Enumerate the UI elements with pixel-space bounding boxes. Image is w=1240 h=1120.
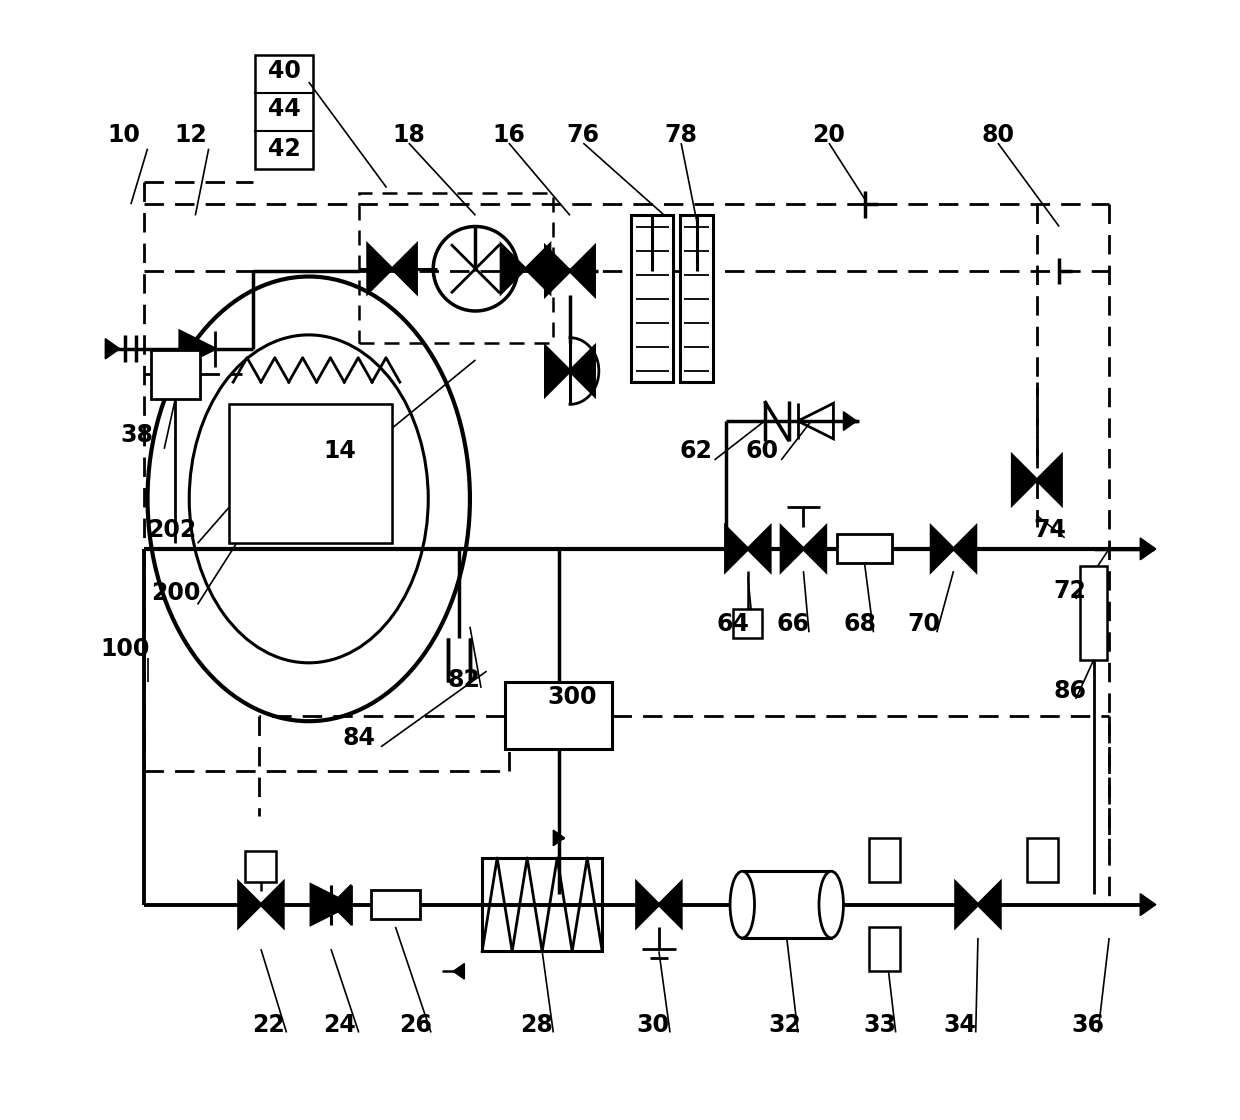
Bar: [151, 349, 200, 399]
Bar: [246, 851, 277, 883]
Text: 76: 76: [567, 123, 600, 148]
Bar: [255, 55, 314, 169]
Bar: [733, 609, 763, 637]
Text: 84: 84: [342, 726, 376, 750]
Polygon shape: [804, 526, 826, 571]
Polygon shape: [1012, 456, 1037, 504]
Text: 62: 62: [680, 439, 712, 463]
Text: 33: 33: [863, 1012, 897, 1037]
Ellipse shape: [818, 871, 843, 937]
Polygon shape: [454, 963, 464, 979]
Polygon shape: [546, 246, 570, 296]
Polygon shape: [1037, 456, 1061, 504]
Polygon shape: [238, 883, 260, 927]
Polygon shape: [501, 244, 526, 293]
Text: 36: 36: [1071, 1012, 1105, 1037]
Text: 82: 82: [448, 668, 481, 692]
Bar: [358, 193, 553, 343]
Polygon shape: [546, 346, 570, 395]
Text: 44: 44: [268, 96, 300, 121]
Polygon shape: [570, 346, 594, 395]
Text: 64: 64: [717, 613, 750, 636]
Text: 66: 66: [777, 613, 810, 636]
Text: 68: 68: [843, 613, 877, 636]
Polygon shape: [1141, 538, 1156, 560]
Text: 20: 20: [812, 123, 846, 148]
Bar: [371, 890, 420, 920]
Polygon shape: [931, 526, 954, 571]
Text: 16: 16: [492, 123, 526, 148]
Polygon shape: [954, 526, 976, 571]
Bar: [631, 215, 673, 382]
Text: 60: 60: [745, 439, 779, 463]
Polygon shape: [843, 412, 857, 430]
Text: 40: 40: [268, 59, 301, 83]
Bar: [743, 871, 831, 937]
Text: 200: 200: [150, 581, 200, 605]
Polygon shape: [311, 885, 351, 925]
Polygon shape: [636, 883, 658, 927]
Polygon shape: [553, 830, 564, 846]
Bar: [482, 858, 603, 951]
Bar: [680, 215, 713, 382]
Polygon shape: [331, 885, 351, 925]
Text: 202: 202: [148, 517, 197, 542]
Text: 38: 38: [120, 423, 153, 448]
Text: 86: 86: [1054, 679, 1086, 703]
Polygon shape: [105, 338, 120, 358]
Text: 30: 30: [637, 1012, 670, 1037]
Polygon shape: [260, 883, 283, 927]
Text: 78: 78: [665, 123, 698, 148]
Text: 18: 18: [392, 123, 425, 148]
Text: 24: 24: [324, 1012, 356, 1037]
Text: 72: 72: [1054, 579, 1086, 604]
Bar: [869, 838, 900, 883]
Text: 32: 32: [768, 1012, 801, 1037]
Text: 22: 22: [252, 1012, 285, 1037]
Text: 42: 42: [268, 137, 300, 160]
Text: 74: 74: [1034, 517, 1066, 542]
Bar: [228, 404, 392, 543]
Text: 100: 100: [100, 637, 150, 661]
Polygon shape: [1141, 894, 1156, 915]
Text: 28: 28: [521, 1012, 553, 1037]
Text: 80: 80: [982, 123, 1014, 148]
Text: 26: 26: [399, 1012, 432, 1037]
Text: 300: 300: [547, 684, 596, 709]
Bar: [837, 534, 893, 563]
Polygon shape: [956, 883, 978, 927]
Polygon shape: [526, 244, 551, 293]
Polygon shape: [781, 526, 804, 571]
Text: 12: 12: [175, 123, 207, 148]
Polygon shape: [748, 526, 770, 571]
Text: 34: 34: [944, 1012, 977, 1037]
Polygon shape: [570, 246, 594, 296]
Bar: [506, 682, 613, 749]
Ellipse shape: [730, 871, 754, 937]
Polygon shape: [180, 332, 216, 366]
Polygon shape: [367, 244, 392, 293]
Polygon shape: [978, 883, 1001, 927]
Polygon shape: [392, 244, 417, 293]
Bar: [869, 927, 900, 971]
Bar: [1027, 838, 1058, 883]
Text: 70: 70: [906, 613, 940, 636]
Text: 10: 10: [108, 123, 140, 148]
Polygon shape: [658, 883, 681, 927]
Text: 14: 14: [324, 439, 356, 463]
Bar: [1080, 566, 1107, 660]
Polygon shape: [725, 526, 748, 571]
